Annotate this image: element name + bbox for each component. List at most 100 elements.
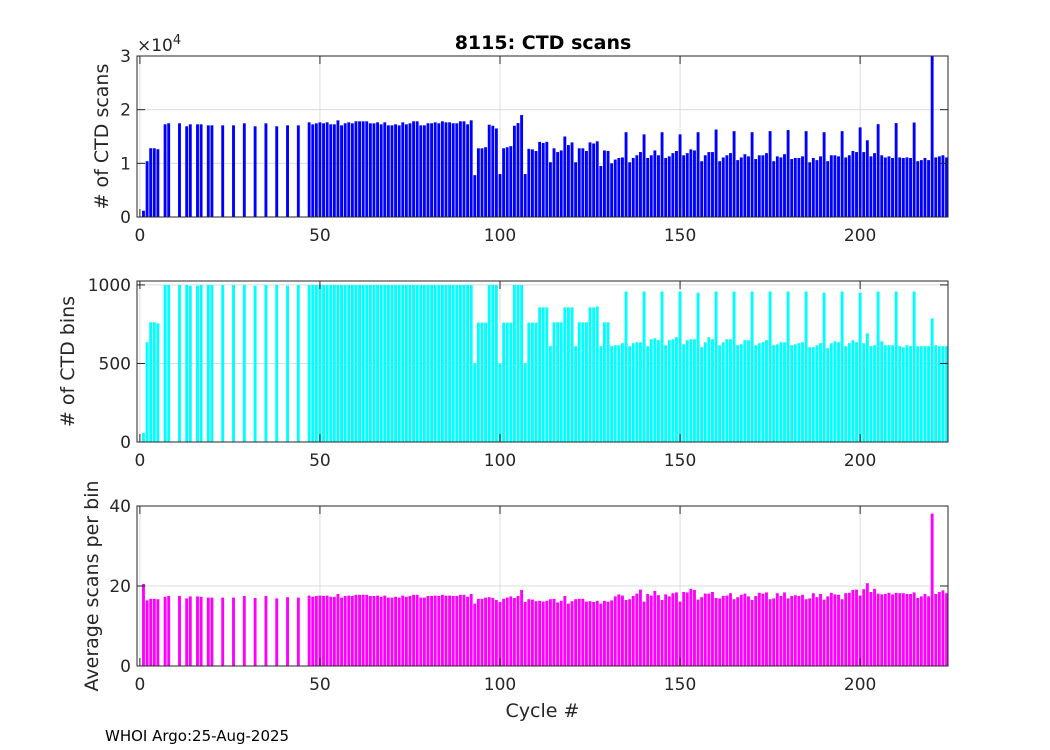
bar [552, 322, 556, 442]
bar [923, 157, 927, 217]
bar [307, 122, 311, 217]
bar [804, 291, 808, 442]
bar [869, 156, 873, 217]
bar [491, 125, 495, 217]
bar [221, 597, 225, 666]
bar [858, 595, 862, 666]
bar [779, 157, 783, 217]
bar [739, 594, 743, 666]
bar [761, 342, 765, 442]
bar [930, 318, 934, 442]
bar [603, 322, 606, 442]
bar [937, 346, 941, 442]
bar [804, 599, 808, 666]
bar [642, 601, 646, 666]
x-tick-label: 100 [484, 226, 516, 246]
bar [401, 284, 405, 442]
bar [358, 121, 361, 217]
bar [873, 153, 876, 217]
bar [206, 125, 210, 217]
bar [487, 284, 491, 442]
bar [858, 292, 862, 442]
bar [851, 340, 855, 442]
bar [613, 159, 617, 217]
bar [599, 346, 603, 442]
bar [750, 291, 754, 442]
bar [530, 149, 534, 217]
x-tick-label: 200 [844, 226, 876, 246]
bar [286, 125, 289, 217]
bar [689, 149, 693, 217]
bar [696, 599, 700, 666]
bar [595, 141, 599, 217]
bar [520, 284, 524, 442]
bar [574, 162, 578, 217]
x-tick-label: 0 [134, 451, 145, 471]
bar [617, 594, 621, 666]
bar [185, 284, 189, 442]
bar [783, 592, 786, 666]
bar [660, 132, 664, 217]
bar [887, 345, 891, 442]
bar [498, 602, 502, 666]
bar [343, 596, 347, 666]
bar [347, 595, 351, 666]
bar [404, 124, 408, 217]
bar [350, 284, 354, 442]
bar [570, 601, 574, 666]
bar [671, 153, 675, 217]
bar [865, 333, 869, 442]
bar [721, 157, 725, 217]
bar [696, 292, 700, 442]
bar [296, 125, 300, 217]
bar [196, 596, 199, 666]
bar [657, 155, 660, 217]
bar [786, 291, 790, 442]
bar [829, 343, 833, 442]
bar [538, 307, 542, 442]
bar [797, 157, 801, 217]
bar [332, 284, 336, 442]
bar [592, 307, 596, 442]
bar [750, 132, 754, 217]
bar [509, 322, 513, 442]
bar [206, 597, 210, 666]
bar [163, 596, 167, 666]
bar [156, 149, 160, 217]
bar [448, 595, 452, 666]
bar [325, 122, 329, 217]
bar [527, 148, 531, 217]
bar [671, 339, 675, 442]
bar [880, 341, 884, 442]
bar [855, 152, 858, 217]
bar [649, 155, 653, 217]
x-tick-label: 150 [664, 451, 696, 471]
bar [570, 142, 574, 217]
bar [469, 284, 473, 442]
bar [397, 284, 401, 442]
bar [811, 347, 815, 442]
bar [361, 594, 365, 666]
bar [552, 148, 556, 217]
bar [905, 157, 909, 217]
bar [826, 348, 830, 442]
bar [840, 599, 844, 666]
bar [469, 594, 473, 666]
bar [840, 131, 844, 217]
bar [941, 346, 945, 442]
bar [660, 291, 664, 442]
bar [815, 160, 819, 217]
bar [422, 284, 426, 442]
bar [588, 601, 592, 666]
bar [142, 210, 145, 217]
bar [437, 284, 441, 442]
bar [797, 343, 801, 442]
bar [437, 123, 441, 217]
bar [314, 596, 318, 666]
bar [156, 599, 160, 666]
bar [833, 155, 837, 217]
x-tick-label: 0 [134, 226, 145, 246]
bar [639, 589, 642, 666]
bar [466, 124, 470, 217]
bar [152, 598, 156, 666]
